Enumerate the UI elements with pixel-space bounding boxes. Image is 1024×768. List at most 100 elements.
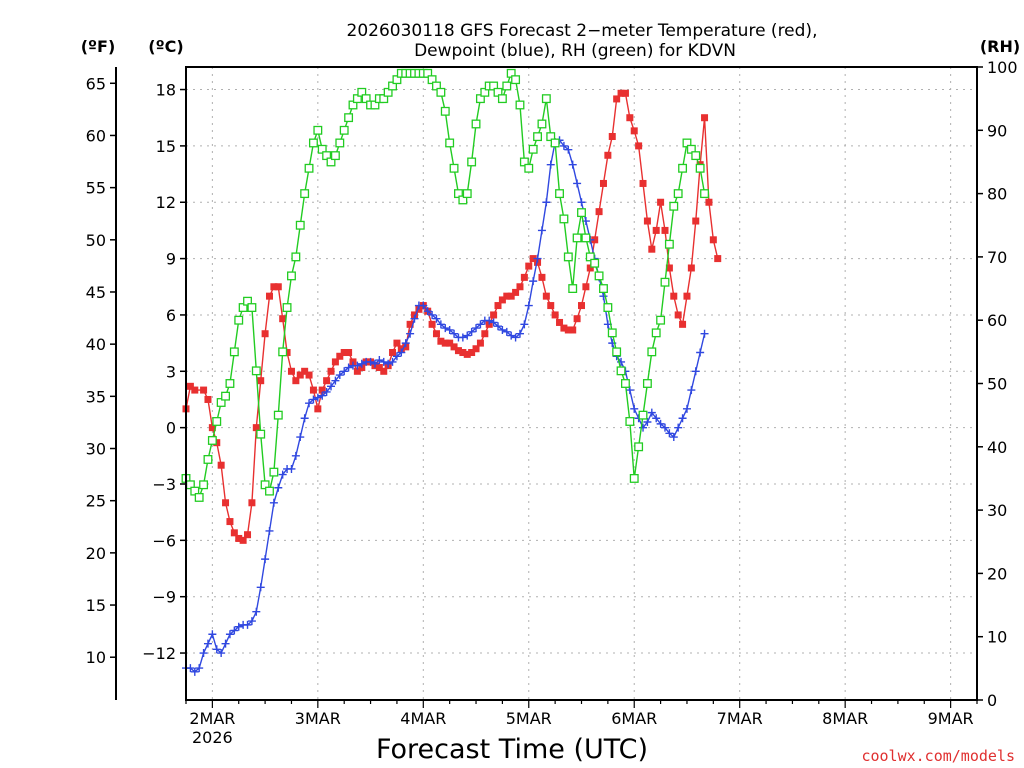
data-point-temperature: [292, 377, 300, 385]
data-point-dewpoint: [406, 329, 415, 338]
data-point-temperature: [380, 367, 388, 375]
y-tick-label-f: 60: [86, 126, 106, 145]
data-point-dewpoint: [542, 198, 551, 207]
data-point-rh: [339, 125, 349, 135]
data-point-temperature: [608, 132, 616, 140]
data-point-rh: [594, 271, 604, 281]
data-point-dewpoint: [370, 359, 379, 368]
data-point-dewpoint: [397, 348, 406, 357]
data-point-rh: [511, 75, 521, 85]
data-point-dewpoint: [599, 292, 608, 301]
data-point-rh: [559, 214, 569, 224]
data-point-dewpoint: [278, 470, 287, 479]
data-point-dewpoint: [660, 423, 669, 432]
data-point-dewpoint: [225, 630, 234, 639]
data-point-rh: [502, 81, 512, 91]
data-point-dewpoint: [252, 607, 261, 616]
y-tick-label-c: −6: [152, 531, 176, 550]
y-tick-label-c: −12: [142, 644, 176, 663]
data-point-dewpoint: [269, 498, 278, 507]
data-point-rh: [207, 436, 217, 445]
y-tick-label-rh: 0: [987, 691, 997, 710]
data-point-dewpoint: [327, 382, 336, 391]
data-point-temperature: [621, 89, 629, 97]
data-point-rh: [515, 100, 525, 110]
data-point-rh: [616, 366, 626, 376]
data-point-rh: [656, 315, 666, 325]
data-point-rh: [295, 220, 305, 230]
y-tick-label-c: 15: [156, 137, 176, 156]
data-point-rh: [533, 132, 543, 142]
data-point-temperature: [296, 371, 304, 379]
data-point-rh: [620, 379, 630, 388]
data-point-temperature: [516, 283, 524, 291]
x-tick-label: 8MAR: [822, 709, 868, 728]
data-point-dewpoint: [502, 327, 511, 336]
y-tick-label-f: 25: [86, 492, 106, 511]
data-point-rh: [229, 347, 239, 357]
data-point-rh: [471, 119, 481, 129]
data-point-temperature: [490, 311, 498, 319]
data-point-dewpoint: [533, 254, 542, 263]
data-point-dewpoint: [243, 620, 252, 629]
data-point-dewpoint: [340, 367, 349, 376]
x-tick-label: 6MAR: [611, 709, 657, 728]
data-point-dewpoint: [515, 329, 524, 338]
y-tick-label-rh: 50: [987, 375, 1007, 394]
data-point-rh: [625, 417, 635, 426]
data-point-dewpoint: [313, 393, 322, 402]
data-point-dewpoint: [529, 277, 538, 286]
y-tick-label-rh: 80: [987, 185, 1007, 204]
data-point-dewpoint: [669, 433, 678, 442]
data-point-dewpoint: [639, 423, 648, 432]
data-point-rh: [700, 189, 709, 199]
data-point-dewpoint: [485, 316, 494, 325]
data-point-rh: [300, 189, 310, 199]
data-point-dewpoint: [261, 555, 270, 564]
data-point-temperature: [591, 236, 599, 244]
data-point-rh: [335, 138, 345, 148]
data-point-temperature: [630, 127, 638, 135]
data-point-temperature: [674, 311, 682, 319]
data-point-temperature: [235, 534, 243, 542]
data-point-temperature: [701, 114, 709, 122]
data-point-rh: [497, 94, 507, 104]
data-point-dewpoint: [652, 414, 661, 423]
data-point-rh: [251, 366, 261, 376]
y-tick-label-c: −3: [152, 475, 176, 494]
data-point-temperature: [274, 283, 282, 291]
chart-title-line1: 2026030118 GFS Forecast 2−meter Temperat…: [347, 21, 818, 41]
data-point-rh: [638, 410, 648, 420]
data-point-temperature: [186, 382, 194, 390]
data-point-temperature: [639, 179, 647, 187]
data-point-rh: [308, 138, 318, 148]
data-point-dewpoint: [630, 404, 639, 413]
data-point-temperature: [314, 405, 322, 413]
data-point-dewpoint: [507, 331, 516, 340]
data-point-dewpoint: [247, 617, 256, 626]
data-point-rh: [555, 189, 564, 199]
data-point-rh: [256, 429, 266, 439]
y-tick-label-f: 35: [86, 387, 106, 406]
data-point-dewpoint: [344, 363, 353, 372]
data-point-dewpoint: [423, 307, 432, 316]
data-point-temperature: [476, 339, 484, 347]
data-point-dewpoint: [537, 226, 546, 235]
data-point-dewpoint: [256, 583, 265, 592]
data-point-rh: [203, 455, 213, 464]
data-point-temperature: [705, 198, 713, 206]
data-point-temperature: [301, 367, 309, 375]
y-tick-label-f: 55: [86, 179, 106, 198]
data-point-temperature: [252, 424, 260, 432]
data-point-temperature: [648, 245, 656, 253]
data-point-dewpoint: [494, 322, 503, 331]
data-point-dewpoint: [309, 395, 318, 404]
data-point-dewpoint: [410, 314, 419, 323]
credit-text: coolwx.com/models: [861, 747, 1015, 765]
data-point-dewpoint: [401, 339, 410, 348]
data-point-dewpoint: [190, 667, 199, 676]
data-point-dewpoint: [687, 386, 696, 395]
data-point-temperature: [257, 377, 265, 385]
y-tick-label-f: 10: [86, 648, 106, 667]
data-point-rh: [528, 144, 538, 154]
